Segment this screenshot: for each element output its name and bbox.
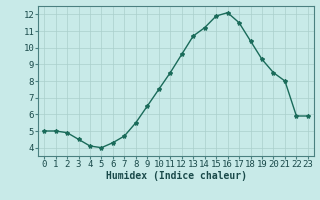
X-axis label: Humidex (Indice chaleur): Humidex (Indice chaleur) xyxy=(106,171,246,181)
